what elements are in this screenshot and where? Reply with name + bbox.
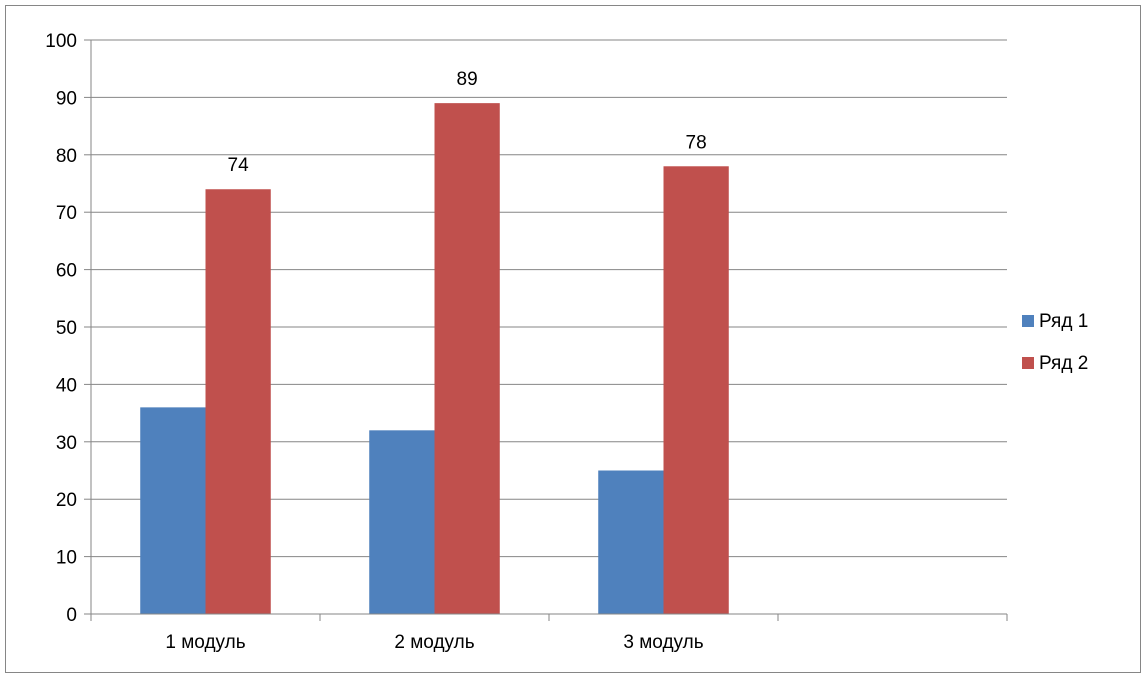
y-tick-label-50: 50 xyxy=(56,318,77,339)
bar-1-1 xyxy=(140,407,206,614)
y-tick-label-90: 90 xyxy=(56,88,77,109)
y-tick-label-40: 40 xyxy=(56,375,77,396)
legend-label-1: Ряд 1 xyxy=(1039,311,1088,332)
y-tick-label-70: 70 xyxy=(56,203,77,224)
legend-swatch-1 xyxy=(1022,315,1034,327)
x-category-label: 2 модуль xyxy=(394,632,474,653)
y-tick-label-10: 10 xyxy=(56,548,77,569)
x-category-label: 3 модуль xyxy=(623,632,703,653)
data-labels: 74 89 78 xyxy=(228,69,707,176)
y-tick-label-20: 20 xyxy=(56,490,77,511)
legend-label-2: Ряд 2 xyxy=(1039,353,1088,374)
axes: 0 10 20 30 40 50 60 70 80 90 100 1 модуль 2 модуль 3 … xyxy=(45,31,1008,653)
bar-2-3 xyxy=(663,166,729,614)
legend: Ряд 1 Ряд 2 xyxy=(1022,311,1088,374)
bars xyxy=(140,103,729,615)
y-tick-label-80: 80 xyxy=(56,146,77,167)
y-tick-label-100: 100 xyxy=(45,31,77,52)
bar-1-2 xyxy=(369,430,435,614)
data-label-2-2: 89 xyxy=(457,69,478,90)
bar-1-3 xyxy=(598,470,664,614)
bar-2-1 xyxy=(205,189,271,615)
y-tick-label-60: 60 xyxy=(56,261,77,282)
bar-2-2 xyxy=(434,103,500,614)
y-tick-label-30: 30 xyxy=(56,433,77,454)
data-label-2-3: 78 xyxy=(686,132,707,153)
x-category-label: 1 модуль xyxy=(165,632,245,653)
legend-swatch-2 xyxy=(1022,357,1034,369)
data-label-2-1: 74 xyxy=(228,155,250,176)
y-tick-label-0: 0 xyxy=(66,605,77,626)
